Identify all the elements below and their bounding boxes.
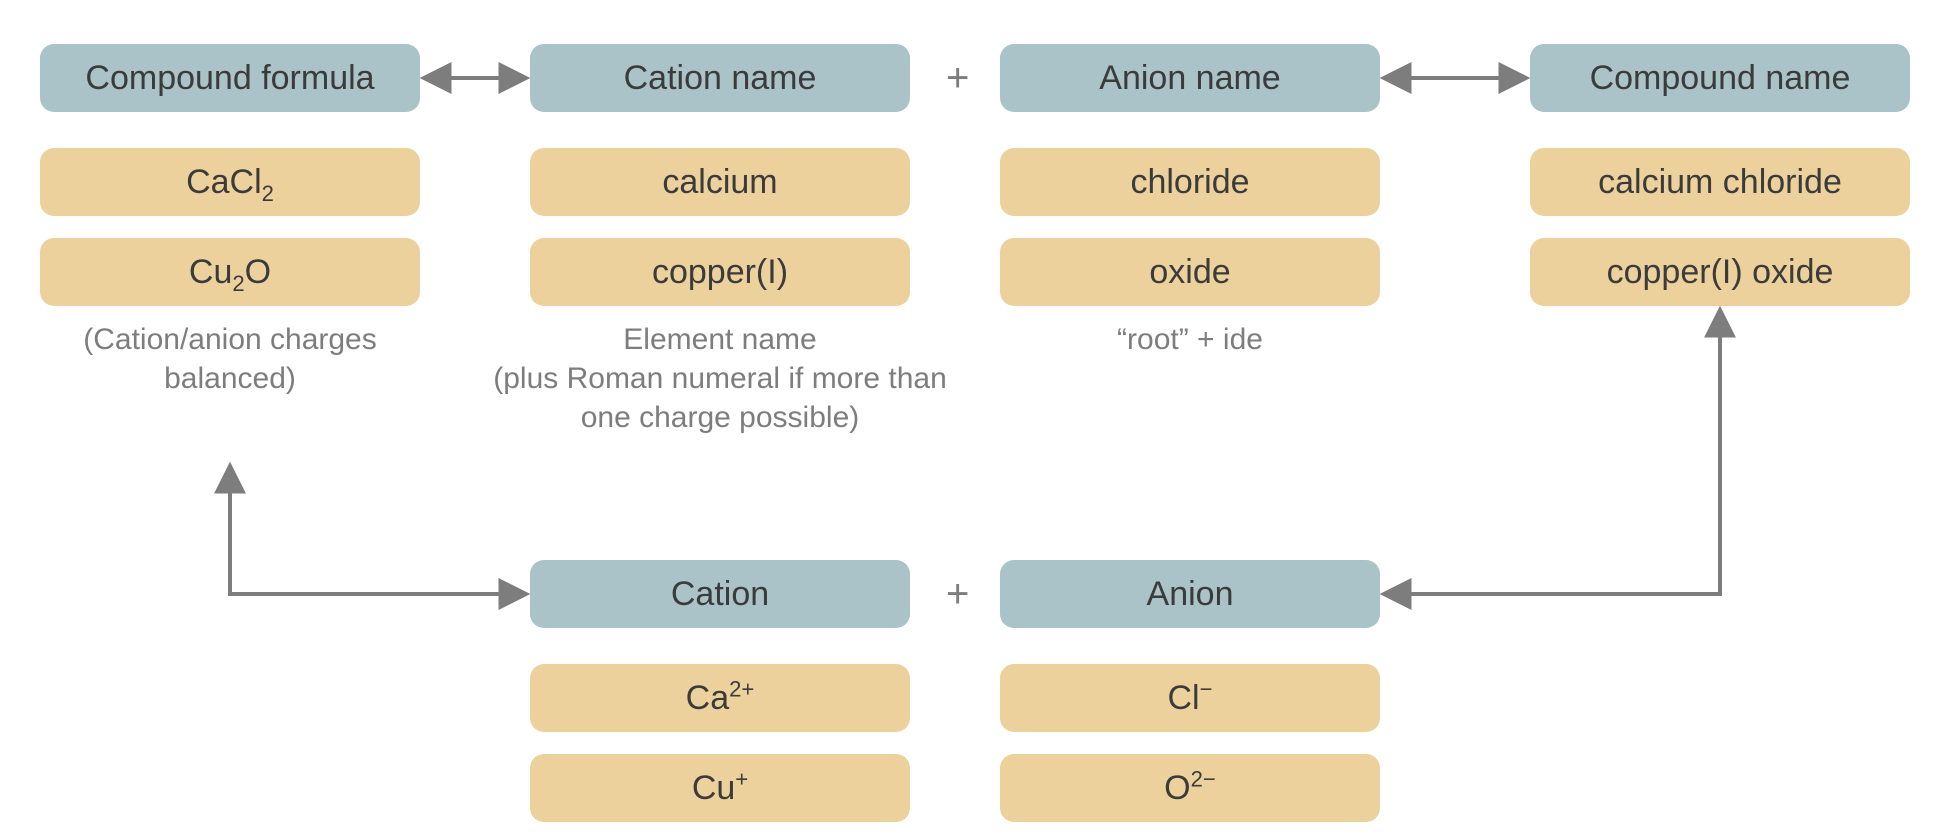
label: Compound name — [1590, 59, 1851, 98]
arrows-layer — [0, 0, 1949, 836]
header-cation: Cation — [530, 560, 910, 628]
header-compound-formula: Compound formula — [40, 44, 420, 112]
compound-name-calcium-chloride: calcium chloride — [1530, 148, 1910, 216]
anion-name-oxide: oxide — [1000, 238, 1380, 306]
formula-cu2o: Cu2O — [40, 238, 420, 306]
label: Cation name — [624, 59, 817, 98]
value: copper(I) oxide — [1607, 253, 1834, 292]
anion-name-chloride: chloride — [1000, 148, 1380, 216]
label: Anion — [1147, 575, 1234, 614]
header-compound-name: Compound name — [1530, 44, 1910, 112]
cation-ca2plus: Ca2+ — [530, 664, 910, 732]
value: Cu2O — [189, 253, 271, 292]
plus-top: + — [946, 56, 969, 101]
note-cation: Element name (plus Roman numeral if more… — [470, 320, 970, 437]
value: oxide — [1149, 253, 1230, 292]
value: chloride — [1130, 163, 1249, 202]
value: Ca2+ — [686, 679, 755, 718]
value: calcium — [662, 163, 777, 202]
plus-bottom: + — [946, 572, 969, 617]
cation-cuplus: Cu+ — [530, 754, 910, 822]
arrow-left-elbow — [230, 468, 524, 594]
note-formula: (Cation/anion charges balanced) — [40, 320, 420, 398]
header-cation-name: Cation name — [530, 44, 910, 112]
label: Cation — [671, 575, 769, 614]
label: Compound formula — [85, 59, 374, 98]
value: Cu+ — [692, 769, 748, 808]
formula-cacl2: CaCl2 — [40, 148, 420, 216]
arrow-right-elbow — [1386, 312, 1720, 594]
value: copper(I) — [652, 253, 788, 292]
compound-name-copper-i-oxide: copper(I) oxide — [1530, 238, 1910, 306]
cation-name-calcium: calcium — [530, 148, 910, 216]
cation-name-copper-i: copper(I) — [530, 238, 910, 306]
note-anion: “root” + ide — [1000, 320, 1380, 359]
value: O2− — [1164, 769, 1216, 808]
value: CaCl2 — [186, 163, 274, 202]
header-anion-name: Anion name — [1000, 44, 1380, 112]
label: Anion name — [1099, 59, 1280, 98]
anion-clminus: Cl− — [1000, 664, 1380, 732]
value: calcium chloride — [1598, 163, 1842, 202]
header-anion: Anion — [1000, 560, 1380, 628]
anion-o2minus: O2− — [1000, 754, 1380, 822]
value: Cl− — [1167, 679, 1212, 718]
